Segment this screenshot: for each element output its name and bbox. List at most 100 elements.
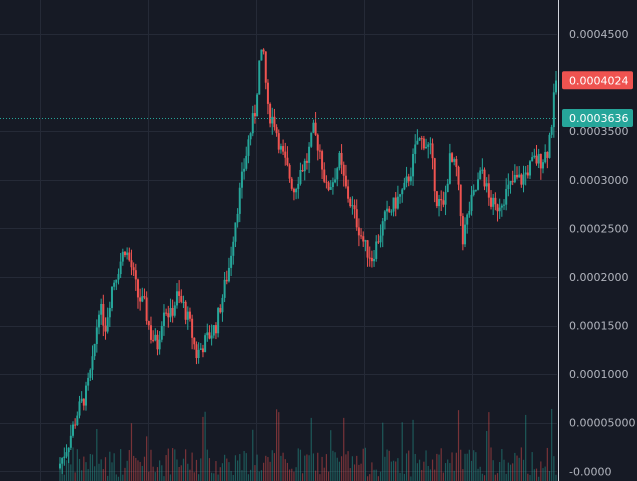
candle-body — [468, 210, 471, 215]
volume-bar — [83, 456, 85, 481]
candle-body — [275, 127, 278, 134]
candle-body — [160, 325, 163, 340]
volume-bar — [470, 460, 473, 481]
candle-body — [520, 174, 523, 185]
volume-bar — [447, 459, 449, 481]
volume-bar — [122, 474, 124, 481]
candle-body — [503, 204, 506, 206]
candle-body — [381, 221, 384, 236]
volume-bar — [434, 469, 436, 481]
price-axis[interactable]: 0.0004500 0.0003500 0.0003000 0.0002500 0.00… — [562, 28, 635, 478]
candle-body — [325, 181, 328, 183]
volume-bar — [338, 461, 341, 481]
candle-body — [93, 344, 96, 357]
candle-body — [74, 424, 77, 426]
volume-bar — [345, 454, 347, 481]
volume-bar — [444, 463, 447, 481]
candle-body — [537, 153, 540, 164]
candle-body — [492, 197, 495, 207]
y-tick-label: 0.0003500 — [569, 125, 629, 138]
volume-bar — [258, 471, 260, 481]
volume-bar — [312, 453, 315, 481]
candle-body — [353, 205, 356, 210]
candle-body — [139, 297, 142, 302]
candle-body — [121, 251, 124, 262]
candle-body — [368, 257, 371, 259]
candle-body — [526, 172, 529, 176]
candle-body — [316, 134, 319, 151]
volume-bar — [477, 468, 479, 481]
candle-body — [180, 295, 183, 302]
candle-body — [379, 235, 382, 243]
candle-body — [364, 240, 367, 242]
volume-bar — [496, 473, 499, 481]
candle-body — [347, 186, 350, 199]
candle-body — [197, 349, 200, 359]
volume-bar — [473, 450, 475, 481]
candle-body — [405, 176, 408, 183]
volume-bar — [156, 467, 159, 481]
candle-body — [474, 189, 477, 191]
volume-bar — [356, 455, 358, 481]
candle-body — [511, 181, 514, 183]
volume-bar — [483, 475, 486, 481]
volume-bar — [226, 458, 228, 481]
volume-bar — [468, 449, 470, 481]
candle-body — [143, 296, 146, 298]
candle-body — [431, 143, 434, 159]
volume-bar — [243, 450, 245, 481]
candle-body — [102, 303, 105, 326]
volume-bar — [310, 417, 312, 481]
candle-body — [227, 267, 230, 282]
volume-bar — [325, 454, 328, 481]
volume-bar — [176, 459, 178, 481]
candle-body — [87, 377, 90, 386]
candle-body — [507, 184, 510, 190]
volume-bar — [286, 462, 289, 481]
volume-bar — [490, 447, 492, 481]
volume-bar — [392, 460, 395, 481]
candle-body — [91, 356, 94, 370]
y-tick-label: 0.0003000 — [569, 174, 629, 187]
candle-body — [539, 153, 542, 169]
volume-bar — [262, 462, 265, 481]
volume-bar — [388, 450, 390, 481]
volume-bar — [115, 474, 117, 481]
volume-bar — [72, 447, 74, 481]
candle-body — [249, 133, 252, 140]
price-badge: 0.0004024 — [562, 71, 633, 90]
price-badge-bg — [562, 108, 633, 127]
candle-body — [338, 152, 341, 169]
candle-body — [407, 176, 410, 182]
candle-body — [212, 325, 215, 336]
volume-bar — [85, 462, 87, 481]
volume-bar — [87, 469, 89, 481]
candle-body — [156, 334, 159, 350]
price-badge: 0.0003636 — [562, 108, 633, 127]
candle-body — [247, 139, 250, 156]
candle-body — [340, 152, 343, 165]
volume-bar — [198, 474, 200, 481]
volume-bar — [421, 469, 423, 481]
volume-bar — [76, 449, 78, 481]
volume-bar — [109, 451, 111, 481]
volume-bar — [208, 458, 211, 481]
volume-bar — [128, 450, 130, 481]
candle-body — [186, 311, 189, 320]
candle-body — [82, 398, 85, 406]
volume-bar — [317, 452, 319, 481]
volume-bar — [96, 428, 98, 481]
volume-bar — [265, 455, 267, 481]
price-badge-bg — [562, 71, 633, 90]
candle-body — [292, 188, 295, 193]
candle-body — [479, 170, 482, 180]
candle-body — [459, 184, 462, 217]
candle-body — [193, 337, 196, 345]
volume-bar — [343, 417, 345, 481]
volume-bar — [414, 453, 416, 481]
volume-bar — [182, 458, 185, 481]
candle-body — [147, 321, 150, 326]
volume-bar — [429, 469, 431, 481]
